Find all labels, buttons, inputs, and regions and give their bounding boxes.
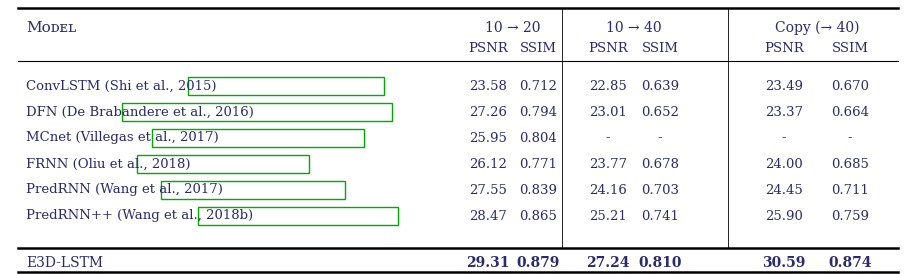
Text: SSIM: SSIM xyxy=(832,41,868,55)
Text: PredRNN++ (Wang et al., 2018b): PredRNN++ (Wang et al., 2018b) xyxy=(26,210,253,222)
Text: 0.652: 0.652 xyxy=(641,105,679,118)
Text: FRNN (Oliu et al., 2018): FRNN (Oliu et al., 2018) xyxy=(26,158,191,170)
Text: 25.21: 25.21 xyxy=(589,210,627,222)
Text: 0.685: 0.685 xyxy=(831,158,869,170)
Text: 23.77: 23.77 xyxy=(589,158,627,170)
Text: Copy (→ 40): Copy (→ 40) xyxy=(774,21,859,35)
Text: 23.01: 23.01 xyxy=(589,105,627,118)
Text: -: - xyxy=(658,132,663,144)
Bar xyxy=(161,181,345,199)
Text: 0.711: 0.711 xyxy=(831,184,869,196)
Text: -: - xyxy=(605,132,610,144)
Bar xyxy=(188,77,384,95)
Text: -: - xyxy=(848,132,853,144)
Text: 29.31: 29.31 xyxy=(466,256,510,270)
Text: 24.45: 24.45 xyxy=(765,184,803,196)
Text: 24.16: 24.16 xyxy=(589,184,627,196)
Text: 25.90: 25.90 xyxy=(765,210,803,222)
Text: 0.712: 0.712 xyxy=(519,79,557,93)
Text: PSNR: PSNR xyxy=(588,41,628,55)
Text: 0.670: 0.670 xyxy=(831,79,869,93)
Bar xyxy=(137,155,309,173)
Text: 27.55: 27.55 xyxy=(469,184,507,196)
Text: 0.839: 0.839 xyxy=(519,184,557,196)
Text: 28.47: 28.47 xyxy=(469,210,507,222)
Text: 10 → 20: 10 → 20 xyxy=(485,21,541,35)
Text: 22.85: 22.85 xyxy=(589,79,627,93)
Bar xyxy=(198,207,398,225)
Text: E3D-LSTM: E3D-LSTM xyxy=(26,256,103,270)
Text: DFN (De Brabandere et al., 2016): DFN (De Brabandere et al., 2016) xyxy=(26,105,254,118)
Text: 0.664: 0.664 xyxy=(831,105,869,118)
Text: 24.00: 24.00 xyxy=(765,158,803,170)
Text: 0.703: 0.703 xyxy=(641,184,679,196)
Text: 0.865: 0.865 xyxy=(519,210,557,222)
Text: 23.49: 23.49 xyxy=(765,79,803,93)
Text: 0.639: 0.639 xyxy=(641,79,679,93)
Text: SSIM: SSIM xyxy=(520,41,556,55)
Text: Mᴏᴅᴇʟ: Mᴏᴅᴇʟ xyxy=(26,21,76,35)
Text: 23.58: 23.58 xyxy=(469,79,507,93)
Bar xyxy=(122,103,392,121)
Text: 27.24: 27.24 xyxy=(586,256,630,270)
Text: 0.804: 0.804 xyxy=(519,132,557,144)
Text: SSIM: SSIM xyxy=(642,41,678,55)
Text: 0.879: 0.879 xyxy=(516,256,560,270)
Text: PSNR: PSNR xyxy=(468,41,508,55)
Text: -: - xyxy=(782,132,786,144)
Text: 26.12: 26.12 xyxy=(469,158,507,170)
Text: 0.794: 0.794 xyxy=(519,105,557,118)
Text: PredRNN (Wang et al., 2017): PredRNN (Wang et al., 2017) xyxy=(26,184,223,196)
Text: 23.37: 23.37 xyxy=(765,105,803,118)
Text: MCnet (Villegas et al., 2017): MCnet (Villegas et al., 2017) xyxy=(26,132,219,144)
Text: 0.874: 0.874 xyxy=(828,256,872,270)
Text: 0.771: 0.771 xyxy=(519,158,557,170)
Text: 27.26: 27.26 xyxy=(469,105,507,118)
Text: 0.741: 0.741 xyxy=(641,210,679,222)
Text: 0.678: 0.678 xyxy=(641,158,679,170)
Text: 25.95: 25.95 xyxy=(469,132,507,144)
Text: PSNR: PSNR xyxy=(764,41,804,55)
Text: ConvLSTM (Shi et al., 2015): ConvLSTM (Shi et al., 2015) xyxy=(26,79,216,93)
Text: 10 → 40: 10 → 40 xyxy=(606,21,662,35)
Text: 0.810: 0.810 xyxy=(638,256,682,270)
Text: 30.59: 30.59 xyxy=(763,256,805,270)
Bar xyxy=(152,129,364,147)
Text: 0.759: 0.759 xyxy=(831,210,869,222)
